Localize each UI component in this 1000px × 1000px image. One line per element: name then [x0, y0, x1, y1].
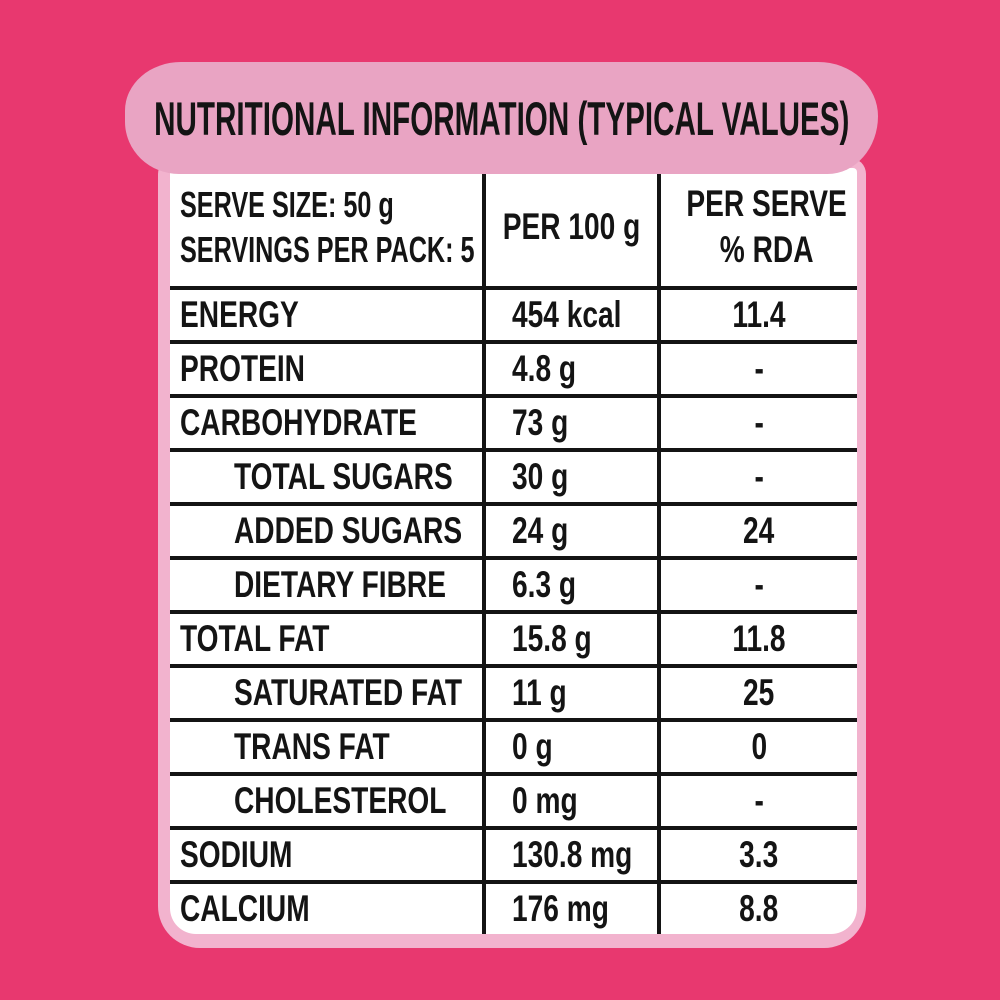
- per-serve-rda-value: -: [754, 455, 764, 497]
- per-serve-rda-value: 24: [743, 509, 775, 551]
- per-serve-rda-value: -: [754, 779, 764, 821]
- per-serve-rda-cell: 3.3: [657, 830, 857, 880]
- table-row: DIETARY FIBRE 6.3 g -: [170, 560, 857, 614]
- per-100g-value: 0 g: [512, 725, 553, 767]
- serve-size-text: SERVE SIZE: 50 g: [180, 184, 394, 225]
- nutrient-label-cell: ENERGY: [170, 290, 482, 340]
- per-100g-value: 73 g: [512, 401, 569, 443]
- table-row: ADDED SUGARS 24 g 24: [170, 506, 857, 560]
- per-serve-rda-value: 11.8: [732, 617, 786, 659]
- per-100g-value: 176 mg: [512, 887, 609, 929]
- table-row: TOTAL SUGARS 30 g -: [170, 452, 857, 506]
- nutrient-label: CHOLESTEROL: [234, 779, 447, 821]
- per-serve-rda-cell: -: [657, 776, 857, 826]
- per-serve-header-text: PER SERVE: [686, 182, 847, 224]
- nutrient-label: ENERGY: [180, 293, 299, 335]
- per-100g-value: 30 g: [512, 455, 569, 497]
- nutrient-label: PROTEIN: [180, 347, 305, 389]
- table-row: TRANS FAT 0 g 0: [170, 722, 857, 776]
- per-serve-rda-cell: -: [657, 344, 857, 394]
- nutrient-label: ADDED SUGARS: [234, 509, 463, 551]
- per-100g-value: 4.8 g: [512, 347, 577, 389]
- nutrition-table: SERVE SIZE: 50 g SERVINGS PER PACK: 5 PE…: [170, 168, 857, 934]
- nutrient-label-cell: TOTAL FAT: [170, 614, 482, 664]
- per-serve-rda-value: 11.4: [732, 293, 786, 335]
- table-header-row: SERVE SIZE: 50 g SERVINGS PER PACK: 5 PE…: [170, 168, 857, 290]
- nutrient-label: SODIUM: [180, 833, 293, 875]
- per-serve-rda-value: 3.3: [739, 833, 779, 875]
- per-serve-rda-cell: 24: [657, 506, 857, 556]
- per-100g-value: 130.8 mg: [512, 833, 633, 875]
- per-100g-cell: 24 g: [482, 506, 657, 556]
- per-100g-cell: 0 mg: [482, 776, 657, 826]
- table-row: CHOLESTEROL 0 mg -: [170, 776, 857, 830]
- per-100g-value: 6.3 g: [512, 563, 577, 605]
- per-serve-rda-cell: 11.4: [657, 290, 857, 340]
- nutrient-label-cell: SATURATED FAT: [170, 668, 482, 718]
- nutrient-label-cell: DIETARY FIBRE: [170, 560, 482, 610]
- per-serve-rda-value: 25: [743, 671, 775, 713]
- per-serve-rda-value: -: [754, 347, 764, 389]
- table-panel: SERVE SIZE: 50 g SERVINGS PER PACK: 5 PE…: [158, 158, 866, 948]
- per-100g-value: 15.8 g: [512, 617, 592, 659]
- per-100g-cell: 73 g: [482, 398, 657, 448]
- per-100g-header-text: PER 100 g: [502, 205, 641, 247]
- table-row: SATURATED FAT 11 g 25: [170, 668, 857, 722]
- table-row: TOTAL FAT 15.8 g 11.8: [170, 614, 857, 668]
- nutrient-label-cell: TOTAL SUGARS: [170, 452, 482, 502]
- nutrient-label: TOTAL SUGARS: [234, 455, 453, 497]
- nutrient-label: DIETARY FIBRE: [234, 563, 446, 605]
- per-serve-rda-value: 0: [751, 725, 767, 767]
- per-100g-cell: 0 g: [482, 722, 657, 772]
- header-serve-info-cell: SERVE SIZE: 50 g SERVINGS PER PACK: 5: [170, 168, 482, 286]
- per-serve-rda-cell: -: [657, 398, 857, 448]
- title-banner: NUTRITIONAL INFORMATION (TYPICAL VALUES): [125, 62, 878, 174]
- per-serve-rda-cell: 0: [657, 722, 857, 772]
- table-row: ENERGY 454 kcal 11.4: [170, 290, 857, 344]
- nutrient-label-cell: SODIUM: [170, 830, 482, 880]
- nutrient-label-cell: CARBOHYDRATE: [170, 398, 482, 448]
- per-100g-cell: 11 g: [482, 668, 657, 718]
- per-serve-rda-cell: -: [657, 452, 857, 502]
- per-serve-rda-value: 8.8: [739, 887, 779, 929]
- per-100g-value: 0 mg: [512, 779, 578, 821]
- per-serve-rda-cell: 25: [657, 668, 857, 718]
- nutrient-label-cell: CALCIUM: [170, 884, 482, 934]
- servings-per-pack-text: SERVINGS PER PACK: 5: [180, 229, 475, 270]
- per-100g-cell: 6.3 g: [482, 560, 657, 610]
- per-100g-cell: 4.8 g: [482, 344, 657, 394]
- header-per-100g-cell: PER 100 g: [482, 168, 657, 286]
- per-100g-cell: 454 kcal: [482, 290, 657, 340]
- per-serve-rda-value: -: [754, 563, 764, 605]
- per-serve-rda-value: -: [754, 401, 764, 443]
- nutrient-label: CALCIUM: [180, 887, 310, 929]
- table-row: CALCIUM 176 mg 8.8: [170, 884, 857, 934]
- per-serve-rda-cell: -: [657, 560, 857, 610]
- table-row: SODIUM 130.8 mg 3.3: [170, 830, 857, 884]
- per-100g-cell: 176 mg: [482, 884, 657, 934]
- table-row: CARBOHYDRATE 73 g -: [170, 398, 857, 452]
- per-serve-rda-cell: 11.8: [657, 614, 857, 664]
- nutrient-label: SATURATED FAT: [234, 671, 463, 713]
- nutrient-label-cell: ADDED SUGARS: [170, 506, 482, 556]
- nutrient-label-cell: PROTEIN: [170, 344, 482, 394]
- per-100g-cell: 30 g: [482, 452, 657, 502]
- per-100g-cell: 15.8 g: [482, 614, 657, 664]
- per-serve-rda-cell: 8.8: [657, 884, 857, 934]
- rda-header-text: % RDA: [719, 229, 814, 270]
- nutrient-label: TRANS FAT: [234, 725, 390, 767]
- table-row: PROTEIN 4.8 g -: [170, 344, 857, 398]
- header-per-serve-cell: PER SERVE % RDA: [657, 168, 857, 286]
- per-100g-cell: 130.8 mg: [482, 830, 657, 880]
- per-100g-value: 11 g: [512, 671, 567, 713]
- nutrient-label: CARBOHYDRATE: [180, 401, 417, 443]
- nutrient-label-cell: CHOLESTEROL: [170, 776, 482, 826]
- nutrient-label: TOTAL FAT: [180, 617, 330, 659]
- page-title: NUTRITIONAL INFORMATION (TYPICAL VALUES): [153, 91, 850, 145]
- per-100g-value: 24 g: [512, 509, 569, 551]
- per-100g-value: 454 kcal: [512, 293, 622, 335]
- nutrient-label-cell: TRANS FAT: [170, 722, 482, 772]
